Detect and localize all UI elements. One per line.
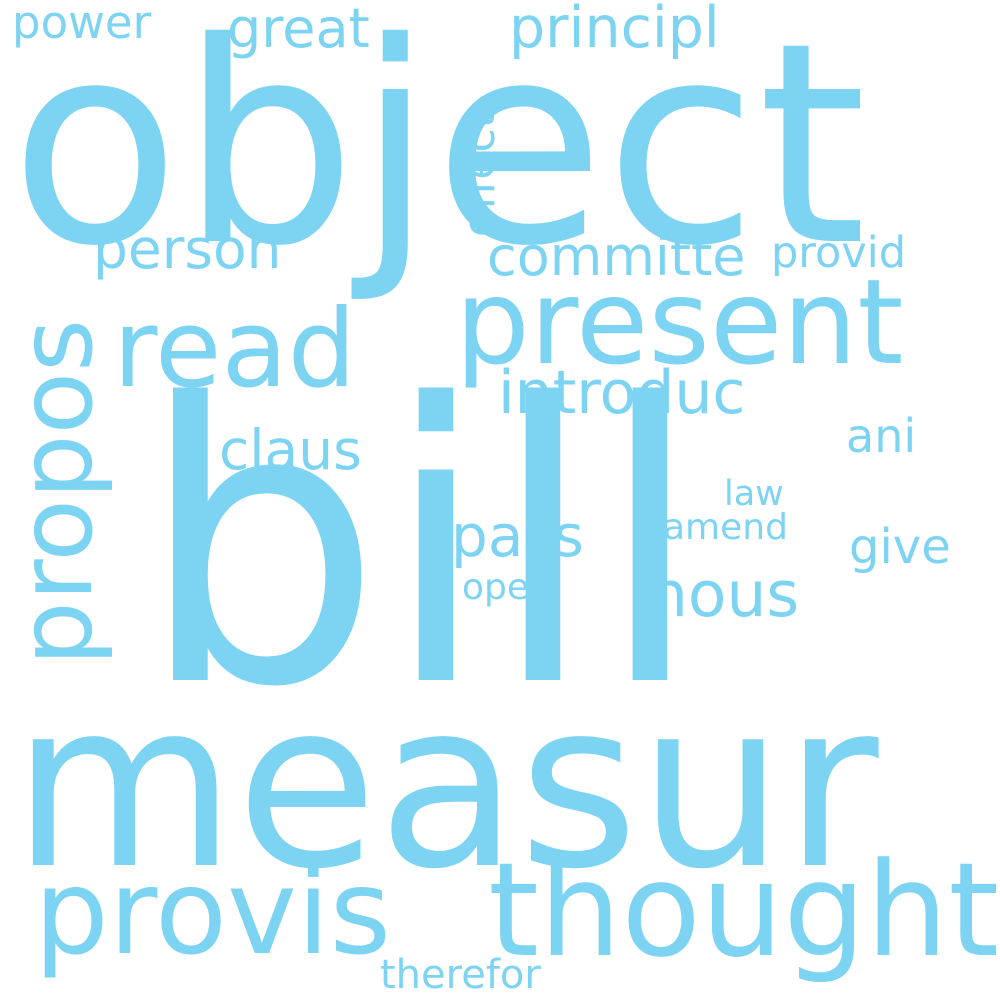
word-hous: hous: [648, 558, 800, 631]
word-introduc: introduc: [498, 358, 746, 428]
word-thought: thought: [488, 834, 1000, 986]
word-amend: amend: [663, 507, 788, 548]
word-provid: provid: [771, 228, 907, 278]
word-present: present: [455, 253, 904, 391]
word-propos: propos: [0, 318, 116, 666]
word-effect: effect: [454, 111, 505, 237]
word-therefor: therefor: [380, 952, 541, 998]
word-claus: claus: [219, 418, 362, 482]
word-law: law: [724, 474, 784, 514]
word-oper: oper: [462, 567, 544, 608]
word-measur: measur: [12, 653, 879, 920]
word-ani: ani: [846, 409, 917, 463]
word-read: read: [113, 287, 357, 412]
word-give: give: [849, 519, 951, 575]
word-committe: committe: [487, 225, 746, 288]
word-pass: pass: [451, 502, 584, 570]
word-power: power: [12, 0, 152, 49]
word-great: great: [227, 0, 370, 60]
word-bill: bill: [138, 323, 704, 771]
word-principl: principl: [509, 0, 720, 61]
word-object: object: [10, 0, 867, 307]
word-provis: provis: [34, 843, 392, 981]
word-person: person: [93, 217, 282, 281]
